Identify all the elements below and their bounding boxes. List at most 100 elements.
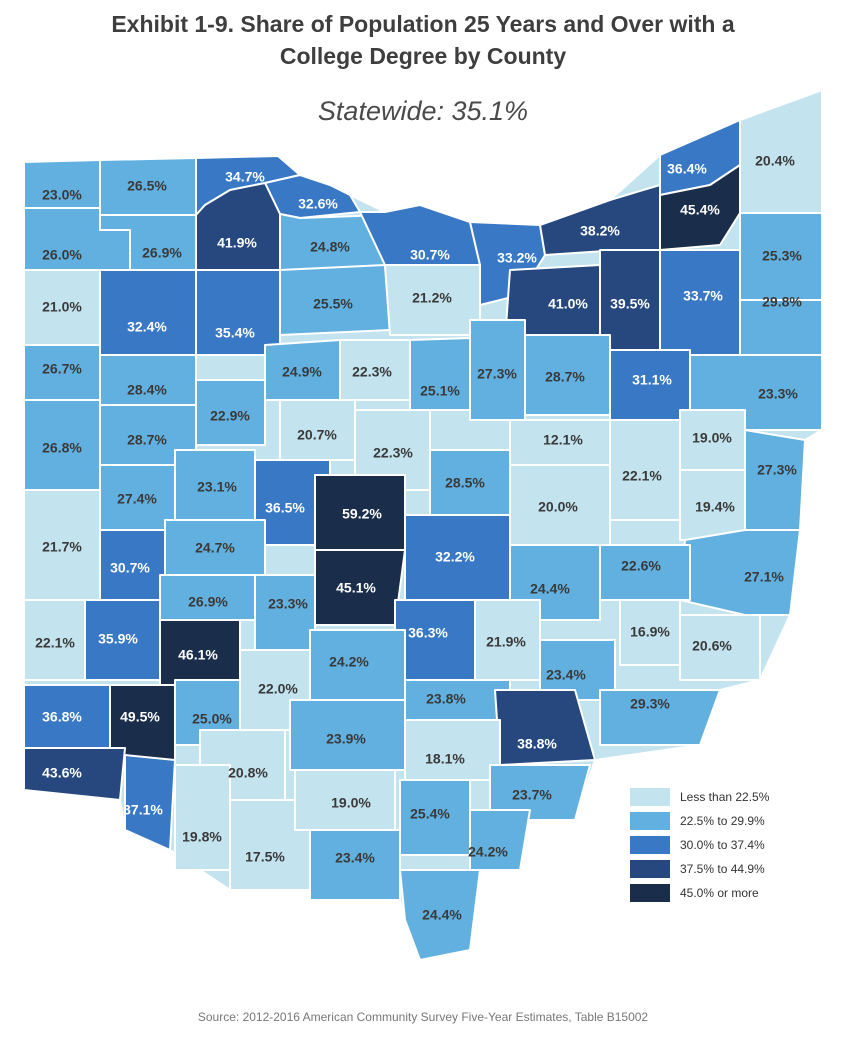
county-jefferson <box>744 429 806 531</box>
county-brown <box>174 764 231 871</box>
county-label-warren: 49.5% <box>120 709 160 725</box>
county-label-pickaway: 23.3% <box>268 596 308 612</box>
legend-swatch <box>630 884 670 902</box>
legend-label: 30.0% to 37.4% <box>680 838 765 852</box>
county-label-morrow: 22.3% <box>373 445 413 461</box>
county-label-preble: 22.1% <box>35 635 75 651</box>
county-crawford <box>409 337 471 411</box>
legend-item: 37.5% to 44.9% <box>630 860 769 878</box>
county-label-columbiana: 23.3% <box>758 386 798 402</box>
map-title: Exhibit 1-9. Share of Population 25 Year… <box>0 8 846 72</box>
county-label-ross: 24.2% <box>329 654 369 670</box>
county-label-ashtabula: 20.4% <box>755 153 795 169</box>
county-label-williams: 23.0% <box>42 187 82 203</box>
county-label-clark: 24.7% <box>195 540 235 556</box>
county-label-perry: 21.9% <box>486 634 526 650</box>
county-label-carroll: 19.0% <box>692 430 732 446</box>
county-label-holmes: 12.1% <box>543 432 583 448</box>
legend-swatch <box>630 812 670 830</box>
legend-swatch <box>630 836 670 854</box>
legend-swatch <box>630 860 670 878</box>
legend: Less than 22.5% 22.5% to 29.9% 30.0% to 37… <box>630 788 769 908</box>
county-label-wayne: 28.7% <box>545 369 585 385</box>
legend-item: 30.0% to 37.4% <box>630 836 769 854</box>
legend-label: 37.5% to 44.9% <box>680 862 765 876</box>
county-label-madison: 26.9% <box>188 594 228 610</box>
county-label-muskingum: 24.4% <box>530 581 570 597</box>
legend-item: Less than 22.5% <box>630 788 769 806</box>
county-label-gallia: 25.4% <box>410 806 450 822</box>
county-label-miami: 30.7% <box>110 560 150 576</box>
county-logan <box>195 379 266 446</box>
county-label-lawrence: 24.2% <box>468 844 508 860</box>
county-label-geauga: 45.4% <box>680 202 720 218</box>
county-label-ottawa: 32.6% <box>298 196 338 212</box>
county-label-monroe: 20.6% <box>692 638 732 654</box>
county-label-richland: 27.3% <box>477 366 517 382</box>
county-label-clermont: 37.1% <box>123 802 163 818</box>
county-label-medina: 41.0% <box>548 296 588 312</box>
county-label-delaware: 59.2% <box>342 506 382 522</box>
county-label-hocking: 23.8% <box>426 691 466 707</box>
county-label-jefferson: 27.3% <box>757 462 797 478</box>
title-line-1: Exhibit 1-9. Share of Population 25 Year… <box>111 11 735 37</box>
county-label-champaign: 23.1% <box>197 479 237 495</box>
county-label-guernsey: 22.6% <box>621 558 661 574</box>
county-label-paulding: 21.0% <box>42 299 82 315</box>
county-label-highland: 20.8% <box>228 765 268 781</box>
county-label-trumbull: 25.3% <box>762 248 802 264</box>
county-label-union: 36.5% <box>265 500 305 516</box>
county-label-seneca: 25.5% <box>313 296 353 312</box>
county-label-erie: 30.7% <box>410 247 450 263</box>
county-label-summit: 39.5% <box>610 296 650 312</box>
county-label-knox: 28.5% <box>445 475 485 491</box>
county-portage <box>659 249 741 361</box>
county-label-logan: 22.9% <box>210 408 250 424</box>
county-label-vanwert: 26.7% <box>42 361 82 377</box>
legend-label: 22.5% to 29.9% <box>680 814 765 828</box>
county-label-hardin: 24.9% <box>282 364 322 380</box>
source-note: Source: 2012-2016 American Community Sur… <box>197 1010 649 1024</box>
county-label-hancock: 35.4% <box>215 325 255 341</box>
county-ashtabula <box>739 89 823 214</box>
county-label-belmont: 27.1% <box>744 569 784 585</box>
legend-label: Less than 22.5% <box>680 790 770 804</box>
county-label-tuscarawas: 22.1% <box>622 468 662 484</box>
legend-label: 45.0% or more <box>680 886 759 900</box>
county-label-athens: 38.8% <box>517 736 557 752</box>
county-label-vinton: 18.1% <box>425 751 465 767</box>
county-label-wood: 41.9% <box>217 235 257 251</box>
legend-item: 22.5% to 29.9% <box>630 812 769 830</box>
county-label-fairfield: 36.3% <box>408 625 448 641</box>
county-guernsey <box>599 544 691 601</box>
county-label-lorain: 33.2% <box>497 250 537 266</box>
county-label-sandusky: 24.8% <box>310 239 350 255</box>
county-label-huron: 21.2% <box>412 290 452 306</box>
title-line-2: College Degree by County <box>279 43 567 69</box>
county-label-fayette: 22.0% <box>258 681 298 697</box>
statewide-subtitle: Statewide: 35.1% <box>317 96 529 126</box>
county-label-lucas: 34.7% <box>225 169 265 185</box>
county-label-jackson: 19.0% <box>331 795 371 811</box>
county-label-allen: 28.4% <box>127 382 167 398</box>
county-label-darke: 21.7% <box>42 539 82 555</box>
county-label-butler: 36.8% <box>42 709 82 725</box>
county-label-harrison: 19.4% <box>695 499 735 515</box>
county-label-lake: 36.4% <box>667 161 707 177</box>
county-label-portage: 33.7% <box>683 288 723 304</box>
county-label-washington: 29.3% <box>630 696 670 712</box>
legend-swatch <box>630 788 670 806</box>
county-label-hamilton: 43.6% <box>42 765 82 781</box>
county-label-putnam: 32.4% <box>127 319 167 335</box>
county-label-noble: 16.9% <box>630 624 670 640</box>
county-label-defiance: 26.0% <box>42 247 82 263</box>
county-cuyahoga <box>539 184 661 256</box>
county-hancock <box>195 269 281 356</box>
county-label-montgomery: 35.9% <box>98 631 138 647</box>
county-label-brown: 19.8% <box>182 829 222 845</box>
county-label-mahoning: 29.8% <box>762 294 802 310</box>
county-label-greene: 46.1% <box>178 647 218 663</box>
county-label-meigs: 23.7% <box>512 787 552 803</box>
county-label-lawrence-south: 24.4% <box>422 907 462 923</box>
